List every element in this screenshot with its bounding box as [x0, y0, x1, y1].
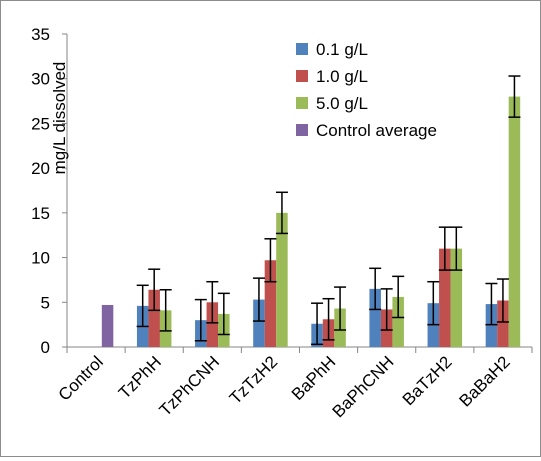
legend-label: 1.0 g/L — [316, 67, 368, 86]
y-tick-label: 0 — [41, 338, 50, 357]
bar — [101, 304, 114, 347]
legend-label: 0.1 g/L — [316, 40, 368, 59]
chart-bars — [101, 96, 521, 347]
bar — [206, 302, 219, 347]
y-tick-label: 25 — [31, 114, 50, 133]
y-axis-label: mg/L dissolved — [50, 62, 69, 175]
y-tick-label: 15 — [31, 204, 50, 223]
legend-swatch — [296, 97, 308, 109]
bar — [148, 289, 160, 347]
bar — [264, 260, 277, 347]
x-tick-label: Control — [55, 352, 107, 404]
bar — [450, 248, 463, 347]
legend-label: Control average — [316, 121, 437, 140]
bar — [497, 300, 509, 347]
bar — [392, 296, 404, 347]
x-tick-label: BaBaH2 — [456, 352, 514, 410]
x-tick-label: BaPhH — [288, 352, 340, 404]
bar — [276, 212, 288, 347]
y-tick-label: 10 — [31, 249, 50, 268]
legend-swatch — [296, 70, 308, 82]
chart-error-bars — [136, 75, 521, 346]
x-tick-label: BaTzH2 — [399, 352, 456, 409]
chart-legend: 0.1 g/L 1.0 g/L 5.0 g/L Control average — [296, 40, 437, 140]
bar — [369, 288, 381, 347]
legend-label: 5.0 g/L — [316, 94, 368, 113]
x-tick-label: BaPhCNH — [329, 352, 398, 421]
bar — [253, 299, 265, 347]
y-tick-label: 35 — [31, 25, 50, 44]
bar — [485, 304, 498, 347]
x-tick-label: TzTzH2 — [226, 352, 282, 408]
bar — [439, 248, 451, 347]
x-tick-label: TzPhCNH — [156, 352, 224, 420]
x-tick-label: TzPhH — [115, 352, 165, 402]
legend-swatch — [296, 43, 308, 55]
y-tick-label: 30 — [31, 70, 50, 89]
legend-swatch — [296, 124, 308, 136]
y-tick-label: 20 — [31, 159, 50, 178]
bar — [508, 96, 521, 347]
y-tick-label: 5 — [41, 293, 50, 312]
